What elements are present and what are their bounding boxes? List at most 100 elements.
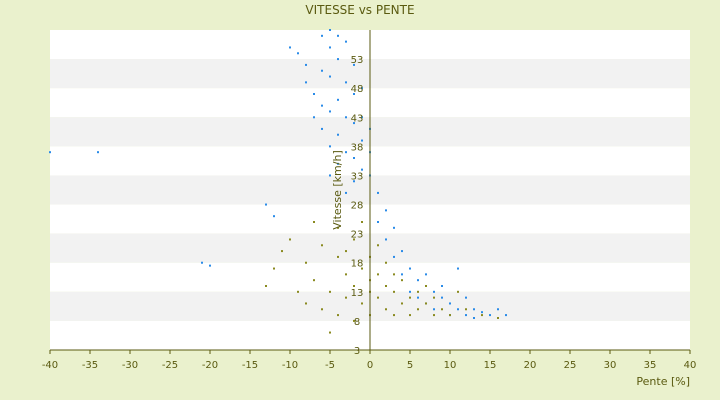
- data-point: [457, 290, 459, 293]
- data-point: [353, 319, 355, 322]
- data-point: [361, 302, 363, 305]
- data-point: [473, 317, 475, 319]
- data-point: [273, 215, 275, 218]
- y-tick-label: 43: [351, 113, 364, 124]
- y-tick-label: 33: [351, 171, 364, 182]
- y-tick-label: 53: [351, 55, 364, 66]
- data-point: [353, 93, 355, 95]
- data-point: [425, 302, 427, 305]
- data-point: [377, 221, 379, 223]
- data-point: [465, 314, 467, 317]
- data-point: [329, 75, 331, 78]
- data-point: [433, 296, 435, 299]
- data-point: [409, 314, 411, 317]
- data-point: [385, 209, 387, 212]
- data-point: [353, 180, 355, 183]
- data-point: [441, 308, 443, 311]
- data-point: [377, 273, 379, 276]
- data-point: [337, 133, 339, 136]
- x-tick-label: -25: [162, 360, 178, 371]
- data-point: [329, 110, 331, 113]
- data-point: [313, 221, 315, 223]
- data-point: [401, 279, 403, 282]
- data-point: [449, 302, 451, 305]
- data-point: [377, 191, 379, 194]
- data-point: [377, 244, 379, 247]
- x-tick-label: 30: [604, 360, 617, 371]
- y-tick-label: 48: [351, 84, 364, 95]
- data-point: [353, 122, 355, 125]
- x-tick-label: 35: [644, 360, 657, 371]
- data-point: [321, 244, 323, 247]
- data-point: [449, 314, 451, 317]
- data-point: [361, 267, 363, 270]
- data-point: [377, 296, 379, 299]
- x-tick-label: 5: [407, 360, 413, 371]
- data-point: [305, 81, 307, 84]
- data-point: [497, 317, 499, 319]
- data-point: [385, 285, 387, 287]
- data-point: [329, 46, 331, 49]
- data-point: [393, 255, 395, 258]
- x-tick-label: -15: [242, 360, 258, 371]
- data-point: [337, 58, 339, 61]
- data-point: [353, 63, 355, 66]
- data-point: [473, 308, 475, 311]
- x-tick-label: 25: [564, 360, 577, 371]
- data-point: [409, 267, 411, 270]
- x-tick-label: 15: [484, 360, 497, 371]
- y-tick-label-bottom: 3: [354, 346, 360, 357]
- y-tick-label: 18: [351, 259, 364, 270]
- data-point: [361, 221, 363, 223]
- x-tick-label: 0: [367, 360, 373, 371]
- data-point: [329, 174, 331, 177]
- data-point: [465, 296, 467, 299]
- data-point: [345, 40, 347, 43]
- data-point: [329, 29, 331, 31]
- data-point: [289, 238, 291, 241]
- data-point: [345, 81, 347, 84]
- data-point: [385, 238, 387, 241]
- chart-title: VITESSE vs PENTE: [305, 3, 414, 17]
- data-point: [409, 290, 411, 293]
- data-point: [457, 267, 459, 270]
- y-ticks: 53 48 43 38 33 28 23 18 13 8: [351, 55, 364, 328]
- data-point: [321, 34, 323, 37]
- data-point: [329, 331, 331, 334]
- data-point: [337, 255, 339, 258]
- data-point: [265, 285, 267, 287]
- data-point: [337, 34, 339, 37]
- x-tick-label: -35: [82, 360, 98, 371]
- data-point: [441, 296, 443, 299]
- data-point: [337, 314, 339, 317]
- x-tick-label: -5: [325, 360, 335, 371]
- data-point: [313, 116, 315, 119]
- data-point: [393, 290, 395, 293]
- y-tick-label: 13: [351, 288, 364, 299]
- series-2: [265, 221, 499, 334]
- data-point: [337, 98, 339, 101]
- x-tick-label: -20: [202, 360, 218, 371]
- data-point: [97, 151, 99, 154]
- data-point: [441, 285, 443, 287]
- x-tick-label: 10: [444, 360, 457, 371]
- data-point: [417, 279, 419, 282]
- data-point: [425, 273, 427, 276]
- x-tick-label: -40: [42, 360, 58, 371]
- data-point: [289, 46, 291, 49]
- data-point: [393, 226, 395, 229]
- x-axis-title: Pente [%]: [636, 375, 690, 388]
- data-point: [393, 314, 395, 317]
- data-point: [201, 261, 203, 264]
- data-point: [305, 63, 307, 66]
- data-point: [49, 151, 51, 154]
- data-point: [433, 308, 435, 311]
- data-point: [297, 52, 299, 55]
- x-ticks: -40 -35 -30 -25 -20 -15 -10 -5 0 5 10 15 20 25 30 35 40: [42, 350, 696, 371]
- data-point: [353, 238, 355, 241]
- data-point: [409, 296, 411, 299]
- data-point: [281, 250, 283, 253]
- data-point: [361, 168, 363, 171]
- data-point: [425, 285, 427, 287]
